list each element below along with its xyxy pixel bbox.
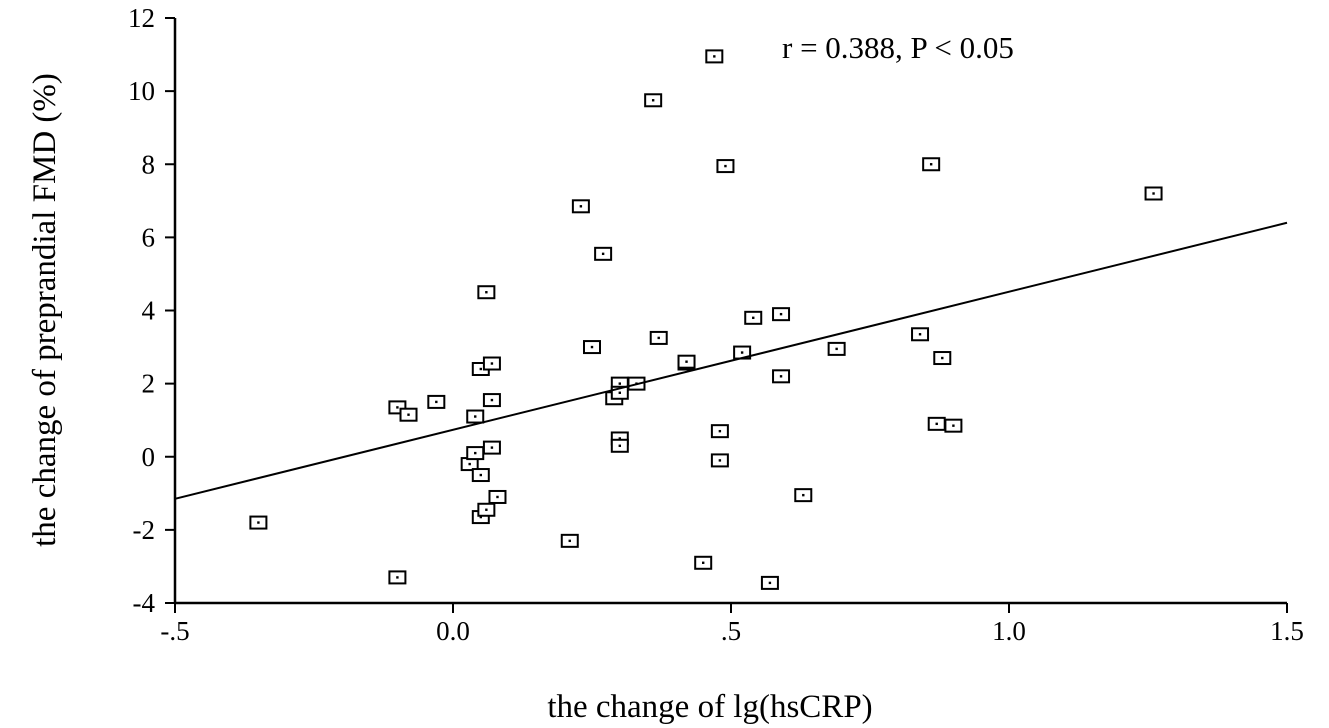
data-point <box>610 438 629 453</box>
x-axis-label: the change of lg(hsCRP) <box>547 689 872 725</box>
regression-line <box>174 221 1288 500</box>
data-point <box>249 515 268 530</box>
data-point <box>922 157 941 172</box>
y-tick-label: -4 <box>133 588 156 618</box>
x-tick-label: 1.0 <box>992 616 1026 646</box>
data-point <box>710 424 729 439</box>
x-tick-label: .5 <box>721 616 741 646</box>
y-tick-label: 8 <box>142 149 156 179</box>
data-point <box>571 199 590 214</box>
y-tick-label: 0 <box>142 442 156 472</box>
data-point <box>710 453 729 468</box>
data-point <box>560 533 579 548</box>
data-point <box>705 49 724 64</box>
data-point <box>477 502 496 517</box>
data-point <box>466 409 485 424</box>
axes <box>173 18 1287 605</box>
data-point <box>477 285 496 300</box>
data-point <box>927 416 946 431</box>
data-point <box>677 354 696 369</box>
data-points <box>249 49 1163 590</box>
data-point <box>482 440 501 455</box>
data-point <box>794 488 813 503</box>
x-tick-label: -.5 <box>160 616 189 646</box>
data-point <box>911 327 930 342</box>
data-point <box>716 159 735 174</box>
x-ticks: -.5 0.0 .5 1.0 1.5 <box>160 603 1304 646</box>
y-tick-label: 12 <box>128 3 155 33</box>
x-tick-label: 1.5 <box>1270 616 1304 646</box>
data-point <box>944 418 963 433</box>
data-point <box>471 468 490 483</box>
data-point <box>388 570 407 585</box>
data-point <box>827 341 846 356</box>
data-point <box>649 330 668 345</box>
y-tick-label: 10 <box>128 76 155 106</box>
x-tick-label: 0.0 <box>436 616 470 646</box>
data-point <box>744 310 763 325</box>
data-point <box>399 407 418 422</box>
data-point <box>482 393 501 408</box>
y-tick-label: 2 <box>142 369 156 399</box>
data-point <box>466 446 485 461</box>
y-tick-label: 6 <box>142 222 156 252</box>
data-point <box>772 369 791 384</box>
data-point <box>1144 186 1163 201</box>
data-point <box>933 351 952 366</box>
data-point <box>694 555 713 570</box>
data-point <box>482 356 501 371</box>
correlation-annotation: r = 0.388, P < 0.05 <box>782 30 1014 65</box>
data-point <box>760 575 779 590</box>
data-point <box>488 489 507 504</box>
y-tick-label: -2 <box>133 515 156 545</box>
data-point <box>583 340 601 355</box>
y-tick-label: 4 <box>142 296 156 326</box>
y-axis-label: the change of preprandial FMD (%) <box>27 73 63 547</box>
data-point <box>772 307 791 322</box>
data-point <box>644 93 663 108</box>
y-ticks: -4 -2 0 2 4 6 8 10 12 <box>128 3 175 618</box>
data-point <box>594 246 613 261</box>
data-point <box>427 394 446 409</box>
